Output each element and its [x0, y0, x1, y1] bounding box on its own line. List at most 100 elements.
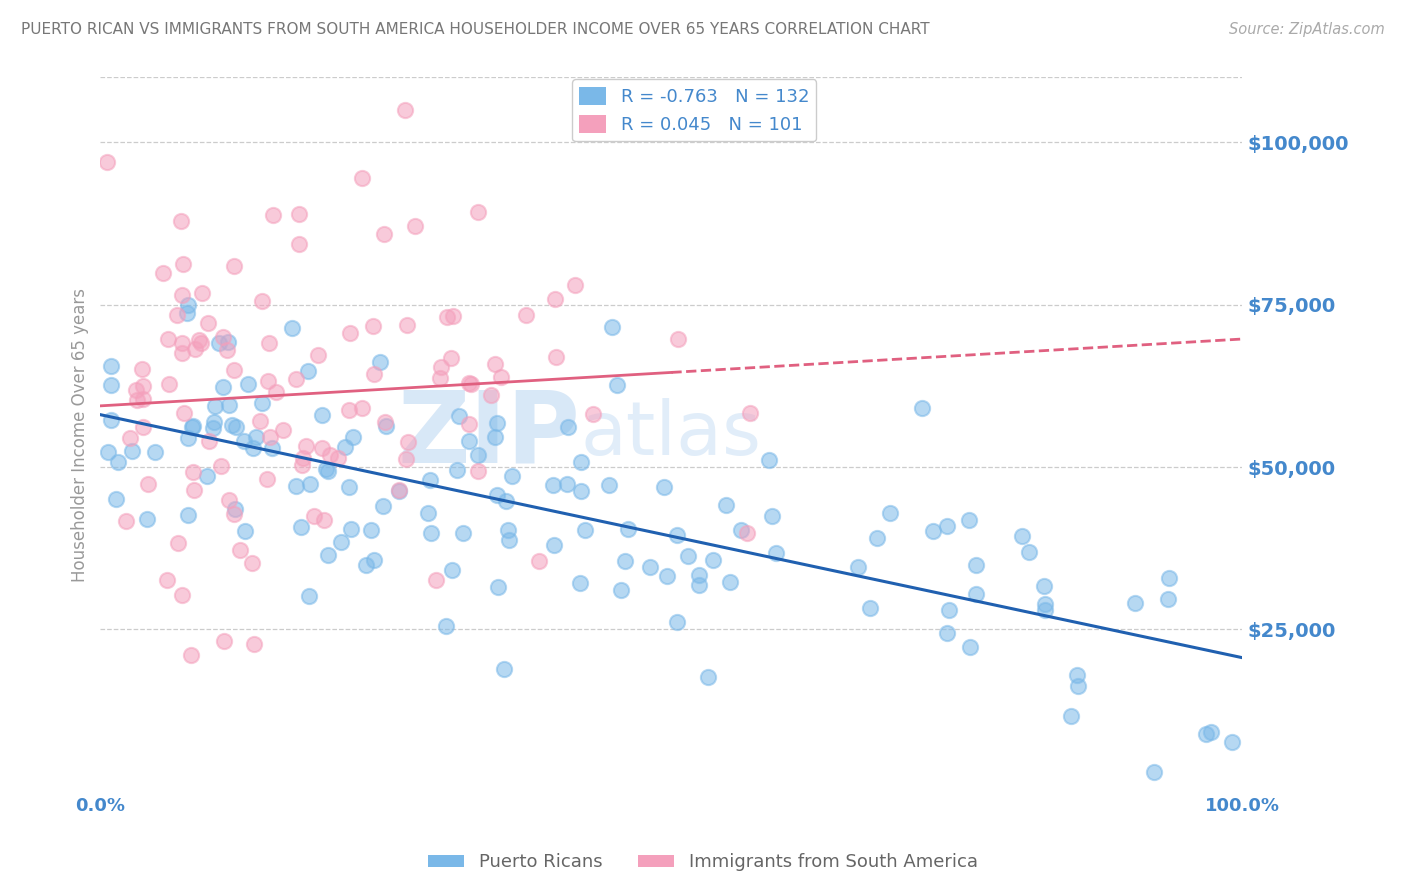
Point [467, 204, 489, 219]
Point [245, 430, 267, 444]
Point [291, 458, 314, 472]
Point [350, 171, 373, 186]
Point [373, 227, 395, 242]
Point [307, 348, 329, 362]
Point [610, 582, 633, 597]
Text: ZIP: ZIP [396, 386, 581, 483]
Point [1033, 597, 1056, 611]
Point [184, 343, 207, 357]
Point [486, 488, 509, 502]
Point [136, 512, 159, 526]
Point [257, 374, 280, 388]
Point [131, 420, 153, 434]
Point [394, 103, 416, 117]
Point [665, 528, 688, 542]
Point [655, 568, 678, 582]
Point [339, 326, 361, 340]
Point [228, 542, 250, 557]
Point [249, 414, 271, 428]
Point [170, 588, 193, 602]
Point [404, 219, 426, 233]
Point [1018, 544, 1040, 558]
Point [335, 440, 357, 454]
Point [965, 558, 987, 572]
Point [224, 501, 246, 516]
Point [447, 409, 470, 424]
Text: Source: ZipAtlas.com: Source: ZipAtlas.com [1229, 22, 1385, 37]
Point [1220, 735, 1243, 749]
Point [666, 615, 689, 629]
Point [316, 548, 339, 562]
Point [218, 493, 240, 508]
Point [297, 364, 319, 378]
Point [212, 634, 235, 648]
Point [143, 445, 166, 459]
Point [492, 662, 515, 676]
Point [222, 363, 245, 377]
Point [190, 336, 212, 351]
Point [209, 459, 232, 474]
Legend: Puerto Ricans, Immigrants from South America: Puerto Ricans, Immigrants from South Ame… [420, 847, 986, 879]
Point [232, 434, 254, 449]
Point [224, 507, 246, 521]
Point [311, 441, 333, 455]
Point [172, 257, 194, 271]
Point [284, 372, 307, 386]
Point [208, 335, 231, 350]
Point [107, 455, 129, 469]
Point [1143, 765, 1166, 780]
Point [574, 523, 596, 537]
Point [170, 214, 193, 228]
Point [177, 431, 200, 445]
Point [879, 506, 901, 520]
Point [688, 578, 710, 592]
Point [1067, 679, 1090, 693]
Point [224, 259, 246, 273]
Point [131, 379, 153, 393]
Point [495, 494, 517, 508]
Point [1011, 529, 1033, 543]
Point [460, 377, 482, 392]
Point [177, 508, 200, 522]
Point [498, 533, 520, 547]
Point [387, 483, 409, 498]
Point [859, 601, 882, 615]
Point [166, 308, 188, 322]
Point [416, 506, 439, 520]
Point [100, 359, 122, 373]
Point [375, 418, 398, 433]
Point [440, 351, 463, 366]
Point [316, 464, 339, 478]
Point [436, 310, 458, 325]
Point [922, 524, 945, 538]
Point [360, 523, 382, 537]
Point [218, 398, 240, 412]
Point [152, 266, 174, 280]
Point [479, 387, 502, 401]
Point [183, 483, 205, 497]
Point [156, 573, 179, 587]
Point [938, 603, 960, 617]
Point [281, 321, 304, 335]
Point [97, 444, 120, 458]
Point [543, 538, 565, 552]
Point [730, 523, 752, 537]
Point [527, 554, 550, 568]
Point [740, 406, 762, 420]
Point [395, 451, 418, 466]
Point [735, 525, 758, 540]
Point [236, 376, 259, 391]
Point [172, 336, 194, 351]
Point [501, 469, 523, 483]
Point [257, 335, 280, 350]
Point [652, 480, 675, 494]
Point [935, 518, 957, 533]
Point [441, 310, 464, 324]
Point [264, 385, 287, 400]
Point [328, 451, 350, 466]
Point [467, 464, 489, 478]
Point [484, 358, 506, 372]
Point [250, 294, 273, 309]
Point [606, 378, 628, 392]
Point [302, 508, 325, 523]
